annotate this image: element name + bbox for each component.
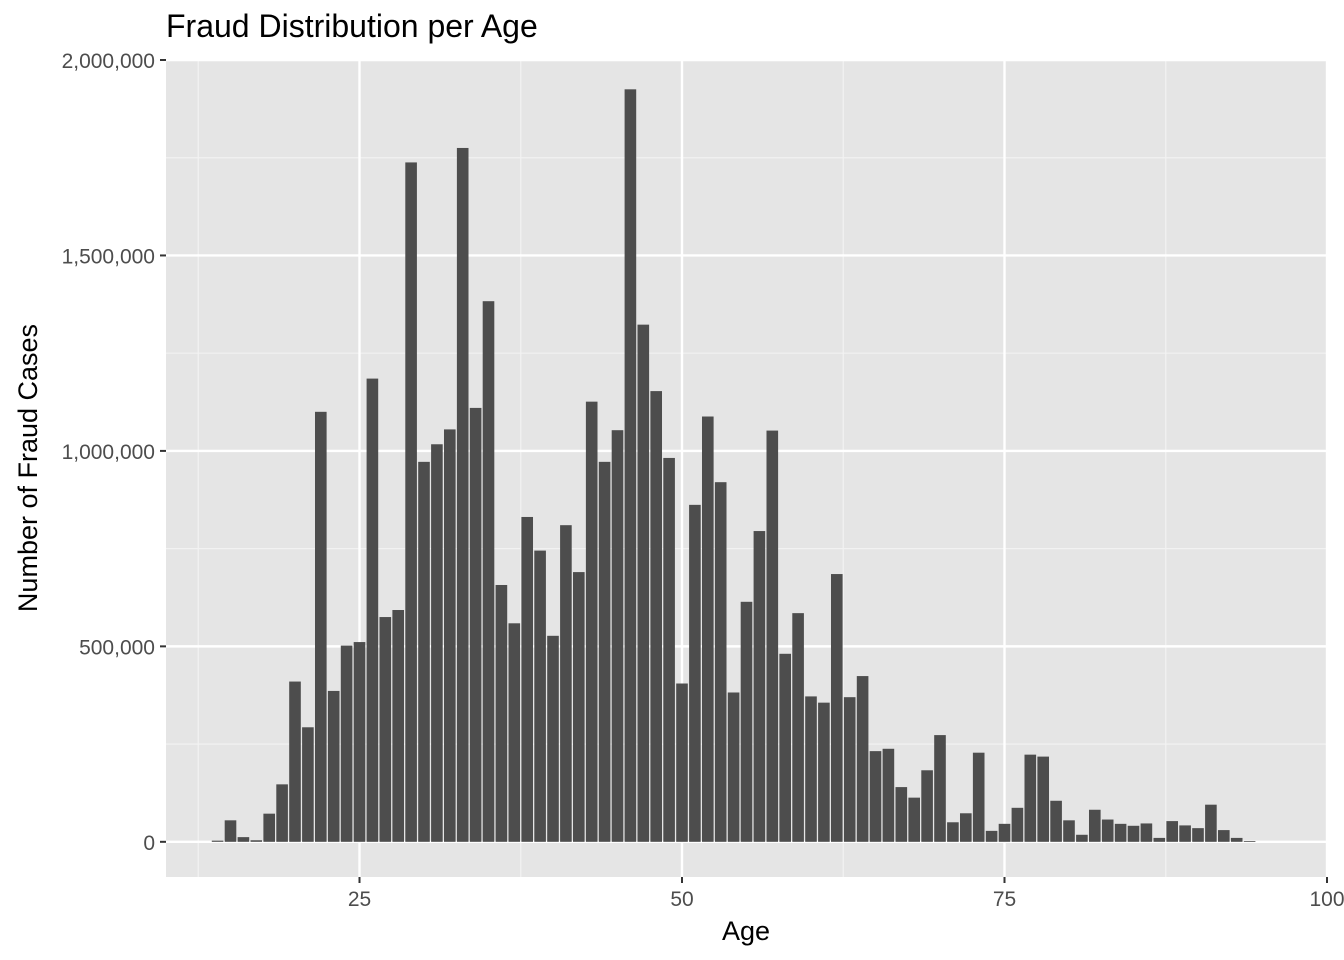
bar	[1114, 823, 1127, 842]
bar	[740, 601, 753, 842]
bar	[753, 531, 766, 842]
bar	[779, 653, 792, 842]
bar	[689, 504, 701, 842]
bar	[947, 822, 959, 842]
bar	[959, 813, 972, 842]
y-tick-label: 500,000	[79, 636, 155, 659]
bar	[650, 391, 663, 842]
bar	[843, 697, 856, 842]
x-tick-label: 50	[670, 888, 693, 911]
bar	[302, 727, 314, 842]
y-tick-label: 0	[143, 832, 155, 855]
bar	[1011, 807, 1024, 842]
bar	[972, 752, 985, 842]
bar	[340, 645, 353, 842]
bar	[766, 430, 779, 842]
bar	[469, 407, 482, 842]
bar	[1088, 809, 1101, 842]
bar	[934, 735, 946, 842]
y-tick-label: 1,000,000	[62, 441, 155, 464]
bar	[1205, 804, 1217, 842]
bar	[250, 840, 263, 842]
bar	[985, 830, 998, 842]
bar	[495, 584, 508, 842]
bar	[508, 623, 521, 842]
bar	[392, 610, 405, 842]
bar	[1127, 825, 1140, 842]
bar	[456, 147, 469, 842]
bar	[353, 642, 366, 842]
bar	[611, 430, 624, 842]
bar	[1076, 834, 1088, 842]
bar	[1230, 837, 1243, 842]
bar	[1243, 841, 1256, 842]
bar	[1101, 819, 1114, 842]
bar	[998, 823, 1011, 842]
x-tick-label: 25	[348, 888, 371, 911]
bar	[1024, 754, 1037, 842]
bar	[224, 820, 237, 842]
chart-title: Fraud Distribution per Age	[166, 8, 538, 44]
bar	[663, 457, 675, 842]
bar	[482, 301, 495, 842]
bar	[676, 683, 688, 842]
bar	[1179, 825, 1191, 842]
bar	[572, 572, 585, 842]
bar	[598, 461, 611, 842]
y-tick-label: 1,500,000	[62, 245, 155, 268]
bar	[1050, 800, 1062, 842]
y-tick-label: 2,000,000	[62, 50, 155, 73]
bar	[431, 444, 443, 842]
bar	[418, 461, 430, 842]
bar	[805, 696, 817, 842]
bar	[263, 813, 276, 842]
bar	[366, 378, 379, 842]
bar	[1166, 821, 1179, 842]
bar	[882, 748, 895, 842]
bar	[289, 681, 301, 842]
x-axis: 25 50 75 100	[348, 877, 1344, 911]
bar	[714, 482, 727, 842]
bar	[405, 162, 417, 842]
bar	[560, 525, 572, 842]
bar	[1140, 823, 1153, 842]
bar	[585, 401, 598, 842]
bar	[211, 840, 224, 842]
bar	[276, 784, 288, 842]
bar	[443, 429, 456, 842]
bars	[211, 89, 1256, 842]
bar	[1063, 820, 1075, 842]
bar	[327, 690, 340, 842]
bar	[237, 837, 250, 842]
bar	[1192, 828, 1204, 842]
x-tick-label: 75	[993, 888, 1016, 911]
bar	[379, 617, 392, 842]
bar	[792, 613, 804, 842]
bar	[637, 324, 650, 842]
bar	[534, 550, 546, 842]
y-axis-label: Number of Fraud Cases	[13, 324, 43, 612]
bar	[856, 676, 869, 842]
bar	[921, 770, 933, 842]
x-axis-label: Age	[722, 916, 770, 946]
bar	[727, 692, 740, 842]
bar	[830, 574, 843, 842]
bar	[1217, 830, 1230, 842]
x-tick-label: 100	[1309, 888, 1344, 911]
y-axis: 0 500,000 1,000,000 1,500,000 2,000,000	[62, 50, 166, 855]
bar	[547, 635, 559, 842]
bar	[1037, 756, 1050, 842]
bar	[314, 411, 327, 842]
bar	[818, 702, 830, 842]
bar	[701, 416, 714, 842]
bar	[908, 797, 921, 842]
bar	[624, 89, 637, 842]
bar	[895, 787, 908, 842]
bar	[869, 751, 882, 842]
bar	[1153, 837, 1166, 842]
bar	[521, 516, 534, 842]
